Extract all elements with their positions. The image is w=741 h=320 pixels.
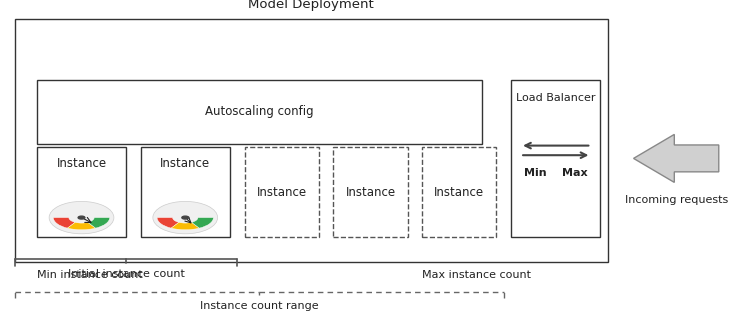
Bar <box>15 19 608 262</box>
Text: Incoming requests: Incoming requests <box>625 195 728 205</box>
Text: Instance: Instance <box>56 157 107 170</box>
Text: Model Deployment: Model Deployment <box>248 0 374 11</box>
Text: Autoscaling config: Autoscaling config <box>205 106 313 118</box>
Bar <box>37 147 126 237</box>
Wedge shape <box>67 222 96 230</box>
Ellipse shape <box>49 201 114 234</box>
Circle shape <box>78 216 85 219</box>
Bar <box>245 147 319 237</box>
Text: Max instance count: Max instance count <box>422 270 531 280</box>
Circle shape <box>182 216 189 219</box>
Text: Instance: Instance <box>160 157 210 170</box>
Wedge shape <box>171 222 199 230</box>
Bar <box>511 80 600 237</box>
Bar <box>422 147 496 237</box>
Bar <box>141 147 230 237</box>
Wedge shape <box>88 218 110 228</box>
Text: Instance: Instance <box>256 186 307 198</box>
Text: Min instance count: Min instance count <box>37 270 143 280</box>
Text: Instance: Instance <box>434 186 485 198</box>
Text: Instance count range: Instance count range <box>200 301 319 311</box>
Ellipse shape <box>153 201 218 234</box>
Text: Instance: Instance <box>345 186 396 198</box>
Bar <box>37 80 482 144</box>
Wedge shape <box>192 218 213 228</box>
Text: Min: Min <box>524 168 547 178</box>
Wedge shape <box>157 218 179 228</box>
Polygon shape <box>634 134 719 182</box>
Text: Load Balancer: Load Balancer <box>516 93 596 103</box>
Text: Max: Max <box>562 168 588 178</box>
Bar <box>333 147 408 237</box>
Text: Initial instance count: Initial instance count <box>67 269 185 279</box>
Wedge shape <box>53 218 75 228</box>
